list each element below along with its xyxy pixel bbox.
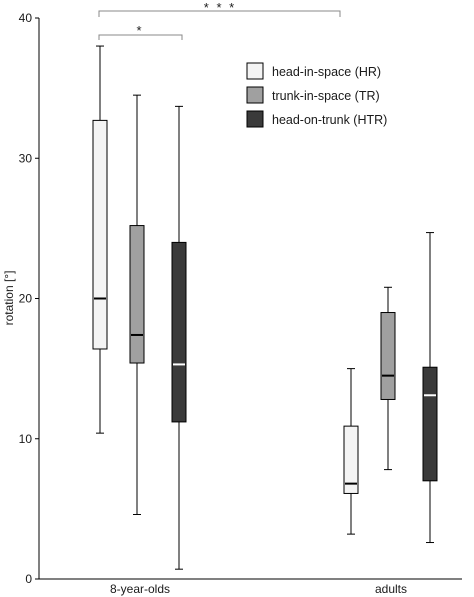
box-body-tr-children: [129, 225, 145, 364]
box-htr-children: [171, 105, 187, 570]
box-body-hr-children: [92, 119, 108, 350]
legend-label-hr: head-in-space (HR): [272, 65, 381, 79]
y-axis-title: rotation [°]: [2, 271, 16, 326]
y-tick-label-40: 40: [19, 11, 33, 25]
significance-brackets: * * * *: [98, 0, 341, 40]
significance-bracket-inner: [98, 34, 183, 40]
category-label-children: 8-year-olds: [110, 582, 170, 596]
box-body-hr-adults: [343, 425, 359, 494]
box-body-htr-adults: [422, 366, 438, 482]
legend-label-tr: trunk-in-space (TR): [272, 89, 380, 103]
box-htr-adults: [422, 232, 438, 544]
y-tick-label-10: 10: [19, 432, 33, 446]
box-hr-children: [92, 45, 108, 434]
y-ticks: 0 10 20 30 40: [19, 11, 39, 586]
legend-swatch-tr: [246, 86, 264, 104]
legend: head-in-space (HR) trunk-in-space (TR) h…: [246, 62, 387, 128]
box-hr-adults: [343, 368, 359, 535]
category-label-adults: adults: [375, 582, 407, 596]
boxes: [92, 45, 438, 570]
box-tr-adults: [380, 286, 396, 471]
y-tick-label-30: 30: [19, 151, 33, 165]
significance-label-inner: *: [136, 23, 143, 38]
y-tick-label-20: 20: [19, 292, 33, 306]
box-body-tr-adults: [380, 312, 396, 400]
legend-swatch-htr: [246, 110, 264, 128]
significance-label-outer: * * *: [204, 0, 236, 15]
significance-bracket-outer: [98, 10, 341, 17]
legend-label-htr: head-on-trunk (HTR): [272, 113, 387, 127]
legend-swatch-hr: [246, 62, 264, 80]
y-tick-label-0: 0: [25, 572, 32, 586]
box-body-htr-children: [171, 241, 187, 423]
box-tr-children: [129, 94, 145, 515]
